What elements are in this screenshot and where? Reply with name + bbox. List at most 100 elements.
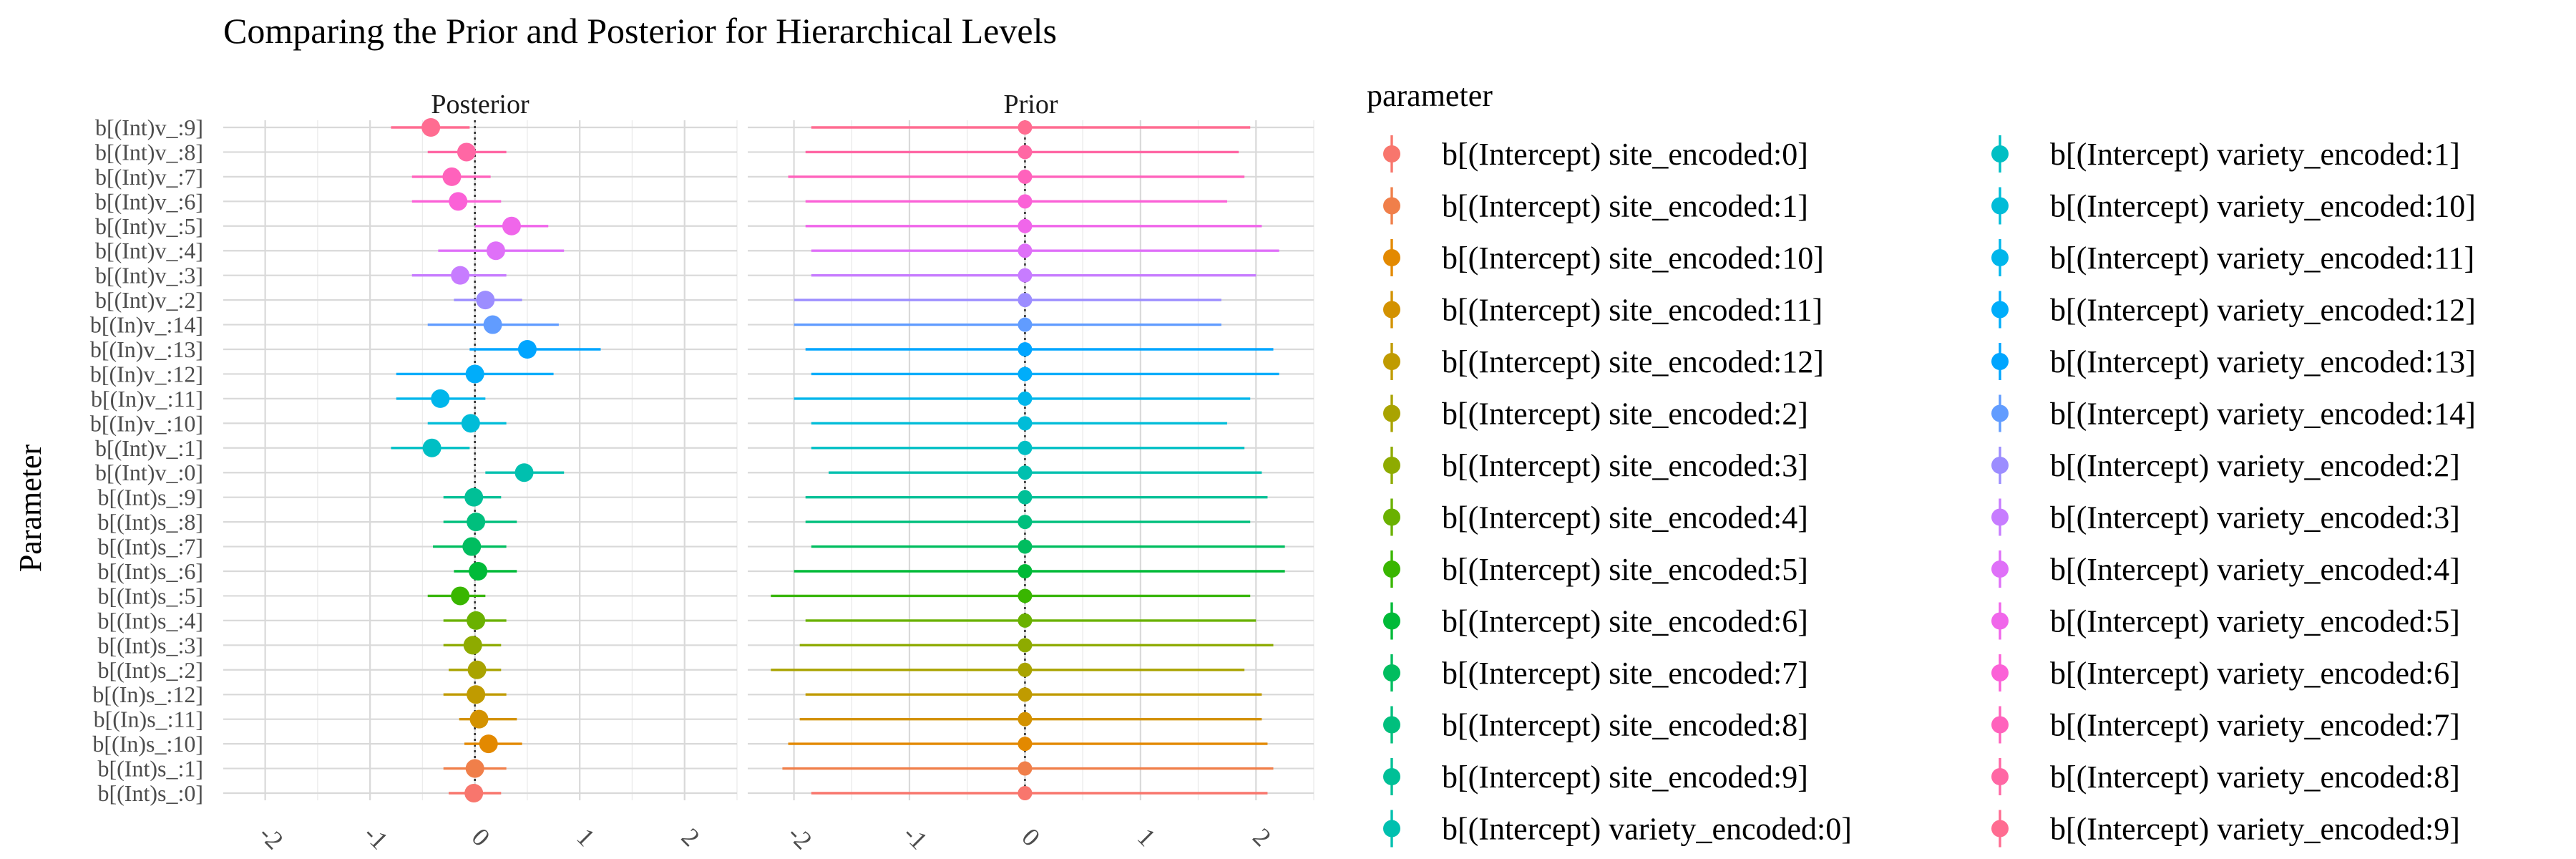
panel-title: Posterior	[431, 89, 530, 120]
point	[464, 487, 484, 507]
legend-label: b[(Intercept) variety_encoded:14]	[2050, 397, 2476, 432]
legend-label: b[(Intercept) variety_encoded:5]	[2050, 604, 2460, 639]
legend-label: b[(Intercept) variety_encoded:8]	[2050, 759, 2460, 795]
legend-label: b[(Intercept) site_encoded:9]	[1442, 759, 1808, 795]
y-tick-label: b[(In)s_:10]	[92, 731, 203, 757]
legend-item: b[(Intercept) variety_encoded:10]	[1991, 187, 2476, 225]
point	[514, 463, 534, 482]
legend-label: b[(Intercept) site_encoded:6]	[1442, 604, 1808, 639]
y-tick-label: b[(Int)s_:8]	[97, 509, 203, 535]
legend-label: b[(Intercept) site_encoded:0]	[1442, 137, 1808, 172]
legend-item: b[(Intercept) site_encoded:3]	[1383, 447, 1808, 484]
legend-item: b[(Intercept) site_encoded:8]	[1383, 706, 1808, 744]
legend-item: b[(Intercept) variety_encoded:14]	[1991, 394, 2476, 432]
point	[451, 586, 470, 606]
legend-item: b[(Intercept) site_encoded:12]	[1383, 343, 1824, 380]
legend-item: b[(Intercept) site_encoded:9]	[1383, 758, 1808, 795]
legend-key-point	[1991, 664, 2009, 681]
y-tick-label: b[(Int)s_:7]	[97, 534, 203, 560]
panels: Posterior-2 -1 0 1 2b[(Int)v_:9]b[(Int)v_:8]…	[90, 89, 1314, 855]
y-tick-label: b[(In)v_:13]	[90, 336, 203, 362]
legend-title: parameter	[1367, 78, 1493, 113]
point	[1018, 687, 1033, 702]
legend-key-point	[1991, 457, 2009, 474]
point	[1018, 120, 1033, 135]
point	[1018, 194, 1033, 209]
legend-item: b[(Intercept) variety_encoded:3]	[1991, 498, 2460, 536]
legend-key-point	[1991, 768, 2009, 785]
legend-key-point	[1991, 249, 2009, 266]
legend-key-point	[1383, 716, 1400, 734]
point	[442, 167, 462, 186]
legend-key-point	[1383, 301, 1400, 319]
legend: b[(Intercept) site_encoded:0] b[(Intercep…	[1383, 135, 2476, 848]
legend-label: b[(Intercept) variety_encoded:11]	[2050, 241, 2474, 276]
point	[465, 759, 484, 778]
legend-label: b[(Intercept) site_encoded:2]	[1442, 397, 1808, 432]
legend-key-point	[1991, 353, 2009, 370]
legend-label: b[(Intercept) site_encoded:12]	[1442, 344, 1824, 379]
legend-key-point	[1991, 197, 2009, 215]
point	[461, 414, 480, 433]
legend-item: b[(Intercept) site_encoded:2]	[1383, 394, 1808, 432]
legend-key-point	[1383, 145, 1400, 162]
point	[1018, 218, 1033, 233]
legend-item: b[(Intercept) variety_encoded:2]	[1991, 447, 2460, 484]
y-tick-label: b[(In)v_:12]	[90, 361, 203, 387]
legend-item: b[(Intercept) variety_encoded:4]	[1991, 550, 2460, 588]
legend-key-point	[1383, 249, 1400, 266]
y-axis-label: Parameter	[13, 444, 48, 572]
point	[1018, 564, 1033, 578]
legend-label: b[(Intercept) site_encoded:5]	[1442, 552, 1808, 587]
point	[1018, 515, 1033, 530]
y-tick-label: b[(In)s_:11]	[94, 707, 203, 732]
y-tick-label: b[(Int)s_:4]	[97, 608, 203, 634]
legend-item: b[(Intercept) variety_encoded:12]	[1991, 291, 2476, 329]
y-tick-label: b[(Int)v_:2]	[95, 287, 203, 313]
y-tick-label: b[(Int)s_:0]	[97, 780, 203, 806]
point	[464, 784, 484, 802]
point	[1018, 712, 1033, 727]
legend-item: b[(Intercept) variety_encoded:6]	[1991, 654, 2460, 691]
legend-label: b[(Intercept) variety_encoded:6]	[2050, 656, 2460, 691]
point	[422, 438, 441, 457]
legend-item: b[(Intercept) variety_encoded:8]	[1991, 758, 2460, 795]
legend-label: b[(Intercept) site_encoded:1]	[1442, 189, 1808, 224]
point	[1018, 662, 1033, 677]
legend-label: b[(Intercept) site_encoded:7]	[1442, 656, 1808, 691]
point	[467, 611, 486, 630]
point	[467, 513, 486, 532]
point	[449, 192, 468, 211]
legend-item: b[(Intercept) site_encoded:6]	[1383, 602, 1808, 640]
y-tick-label: b[(In)v_:14]	[90, 312, 203, 338]
legend-label: b[(Intercept) variety_encoded:3]	[2050, 500, 2460, 535]
legend-label: b[(Intercept) variety_encoded:10]	[2050, 189, 2476, 224]
legend-label: b[(Intercept) variety_encoded:0]	[1442, 812, 1852, 847]
legend-key-point	[1991, 145, 2009, 162]
y-tick-label: b[(Int)v_:0]	[95, 460, 203, 485]
chart-title: Comparing the Prior and Posterior for Hi…	[223, 11, 1057, 51]
legend-label: b[(Intercept) site_encoded:8]	[1442, 708, 1808, 743]
legend-key-point	[1383, 820, 1400, 838]
point	[1018, 761, 1033, 776]
y-tick-label: b[(Int)v_:1]	[95, 435, 203, 461]
legend-key-point	[1991, 820, 2009, 838]
point	[476, 291, 495, 310]
legend-item: b[(Intercept) variety_encoded:13]	[1991, 343, 2476, 380]
point	[1018, 465, 1033, 480]
legend-key-point	[1383, 353, 1400, 370]
point	[467, 685, 486, 704]
point	[465, 364, 484, 384]
y-tick-label: b[(Int)v_:3]	[95, 263, 203, 288]
legend-item: b[(Intercept) variety_encoded:7]	[1991, 706, 2460, 744]
legend-label: b[(Intercept) variety_encoded:7]	[2050, 708, 2460, 743]
legend-label: b[(Intercept) site_encoded:3]	[1442, 448, 1808, 483]
point	[479, 734, 498, 754]
point	[483, 315, 502, 334]
legend-item: b[(Intercept) site_encoded:5]	[1383, 550, 1808, 588]
y-tick-label: b[(Int)v_:8]	[95, 139, 203, 165]
point	[1018, 293, 1033, 308]
legend-key-point	[1383, 508, 1400, 526]
